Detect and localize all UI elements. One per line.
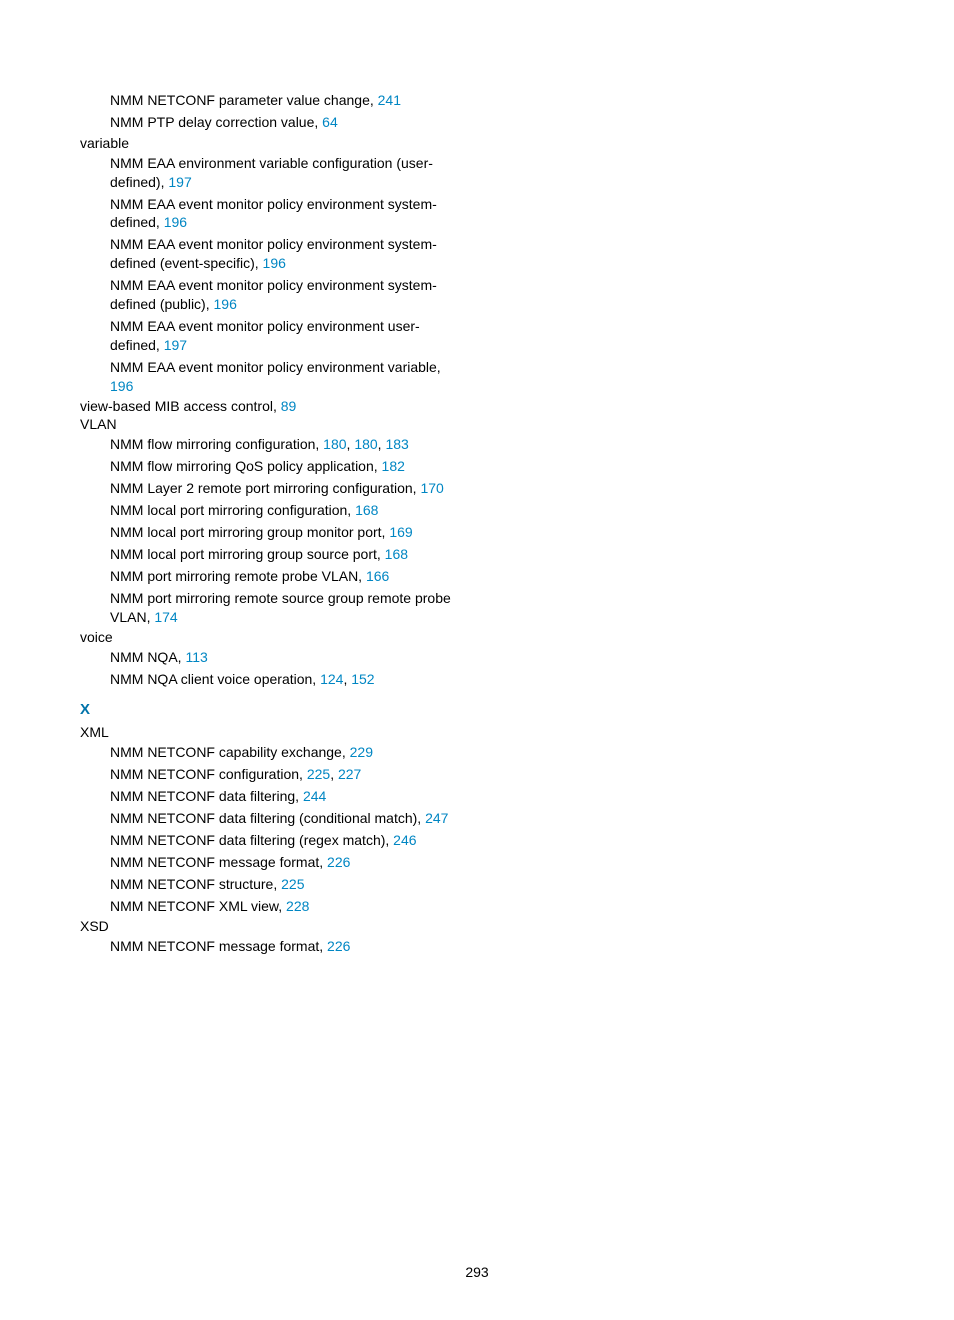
page-link[interactable]: 241 <box>378 92 401 108</box>
page-link[interactable]: 229 <box>350 744 373 760</box>
page-link[interactable]: 170 <box>420 480 443 496</box>
index-heading: view-based MIB access control, 89 <box>80 398 462 414</box>
index-letter: X <box>80 701 462 718</box>
index-heading: voice <box>80 629 462 645</box>
page-link[interactable]: 196 <box>263 255 286 271</box>
index-entry: NMM NETCONF parameter value change, 241 <box>110 91 462 110</box>
page-link[interactable]: 196 <box>214 296 237 312</box>
page-link[interactable]: 197 <box>164 337 187 353</box>
page-link[interactable]: 197 <box>168 174 191 190</box>
index-entry: NMM local port mirroring group monitor p… <box>110 523 462 542</box>
page-link[interactable]: 124 <box>320 671 343 687</box>
page-link[interactable]: 166 <box>366 568 389 584</box>
index-entry: NMM NETCONF data filtering, 244 <box>110 787 462 806</box>
index-entry: NMM Layer 2 remote port mirroring config… <box>110 479 462 498</box>
page-link[interactable]: 180 <box>354 436 377 452</box>
index-heading: VLAN <box>80 416 462 432</box>
index-heading: XSD <box>80 918 462 934</box>
page-link[interactable]: 113 <box>185 649 207 665</box>
index-entry: NMM port mirroring remote probe VLAN, 16… <box>110 567 462 586</box>
page-link[interactable]: 225 <box>307 766 330 782</box>
page-link[interactable]: 196 <box>164 214 187 230</box>
page-link[interactable]: 227 <box>338 766 361 782</box>
index-entry: NMM NETCONF message format, 226 <box>110 937 462 956</box>
page-link[interactable]: 89 <box>281 398 297 414</box>
index-entry: NMM EAA event monitor policy environment… <box>110 235 462 273</box>
index-entry: NMM NETCONF XML view, 228 <box>110 897 462 916</box>
index-entry: NMM local port mirroring configuration, … <box>110 501 462 520</box>
index-entry: NMM EAA event monitor policy environment… <box>110 317 462 355</box>
page-link[interactable]: 180 <box>323 436 346 452</box>
index-entry: NMM NETCONF data filtering (conditional … <box>110 809 462 828</box>
index-page: NMM NETCONF parameter value change, 241 N… <box>0 0 954 1248</box>
page-number: 293 <box>0 1248 954 1320</box>
index-heading: variable <box>80 135 462 151</box>
index-heading: XML <box>80 724 462 740</box>
page-link[interactable]: 169 <box>389 524 412 540</box>
index-entry: NMM flow mirroring QoS policy applicatio… <box>110 457 462 476</box>
index-entry: NMM EAA event monitor policy environment… <box>110 195 462 233</box>
index-entry: NMM NETCONF data filtering (regex match)… <box>110 831 462 850</box>
page-link[interactable]: 226 <box>327 938 350 954</box>
index-entry: NMM NETCONF message format, 226 <box>110 853 462 872</box>
index-entry: NMM local port mirroring group source po… <box>110 545 462 564</box>
page-link[interactable]: 226 <box>327 854 350 870</box>
index-entry: NMM NQA client voice operation, 124, 152 <box>110 670 462 689</box>
index-entry: NMM PTP delay correction value, 64 <box>110 113 462 132</box>
page-link[interactable]: 244 <box>303 788 326 804</box>
page-link[interactable]: 246 <box>393 832 416 848</box>
page-link[interactable]: 174 <box>154 609 177 625</box>
page-link[interactable]: 183 <box>385 436 408 452</box>
page-link[interactable]: 182 <box>382 458 405 474</box>
page-link[interactable]: 225 <box>281 876 304 892</box>
page-link[interactable]: 247 <box>425 810 448 826</box>
page-link[interactable]: 168 <box>355 502 378 518</box>
index-entry: NMM port mirroring remote source group r… <box>110 589 462 627</box>
index-entry: NMM NETCONF structure, 225 <box>110 875 462 894</box>
index-entry: NMM NETCONF configuration, 225, 227 <box>110 765 462 784</box>
index-entry: NMM NQA, 113 <box>110 648 462 667</box>
page-link[interactable]: 196 <box>110 378 133 394</box>
page-link[interactable]: 64 <box>322 114 338 130</box>
page-link[interactable]: 168 <box>385 546 408 562</box>
page-link[interactable]: 152 <box>351 671 374 687</box>
index-entry: NMM EAA event monitor policy environment… <box>110 358 462 396</box>
page-link[interactable]: 228 <box>286 898 309 914</box>
index-entry: NMM flow mirroring configuration, 180, 1… <box>110 435 462 454</box>
index-entry: NMM EAA event monitor policy environment… <box>110 276 462 314</box>
index-entry: NMM NETCONF capability exchange, 229 <box>110 743 462 762</box>
index-entry: NMM EAA environment variable configurati… <box>110 154 462 192</box>
